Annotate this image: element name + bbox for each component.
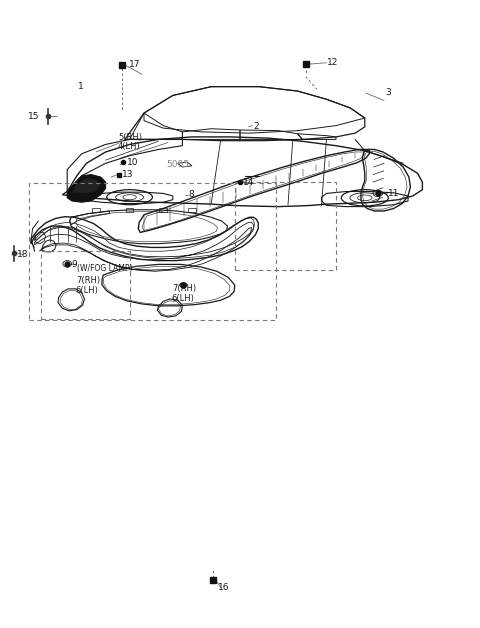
- Text: 6(LH): 6(LH): [172, 294, 195, 303]
- Text: 15: 15: [28, 112, 39, 121]
- Polygon shape: [67, 175, 106, 202]
- Text: 4(LH): 4(LH): [118, 143, 141, 151]
- Text: 14: 14: [243, 178, 254, 187]
- Text: 7(RH): 7(RH): [172, 284, 196, 293]
- Text: 5(RH): 5(RH): [118, 133, 142, 142]
- Text: 16: 16: [218, 583, 229, 592]
- Text: 17: 17: [129, 60, 140, 69]
- Text: 12: 12: [327, 58, 339, 67]
- Text: 1: 1: [78, 82, 84, 91]
- Text: 7(RH): 7(RH): [76, 276, 100, 285]
- Text: 13: 13: [122, 170, 133, 179]
- Text: 3: 3: [385, 89, 391, 97]
- Text: 8: 8: [188, 190, 194, 199]
- Text: 5005: 5005: [166, 160, 189, 169]
- Text: 9: 9: [71, 260, 77, 269]
- Text: 18: 18: [17, 250, 29, 259]
- Text: 2: 2: [253, 122, 259, 131]
- Polygon shape: [72, 178, 101, 193]
- Text: 10: 10: [127, 158, 138, 166]
- Text: 6(LH): 6(LH): [76, 286, 99, 295]
- Text: 11: 11: [388, 189, 399, 198]
- Text: (W/FOG LAMP): (W/FOG LAMP): [77, 264, 132, 273]
